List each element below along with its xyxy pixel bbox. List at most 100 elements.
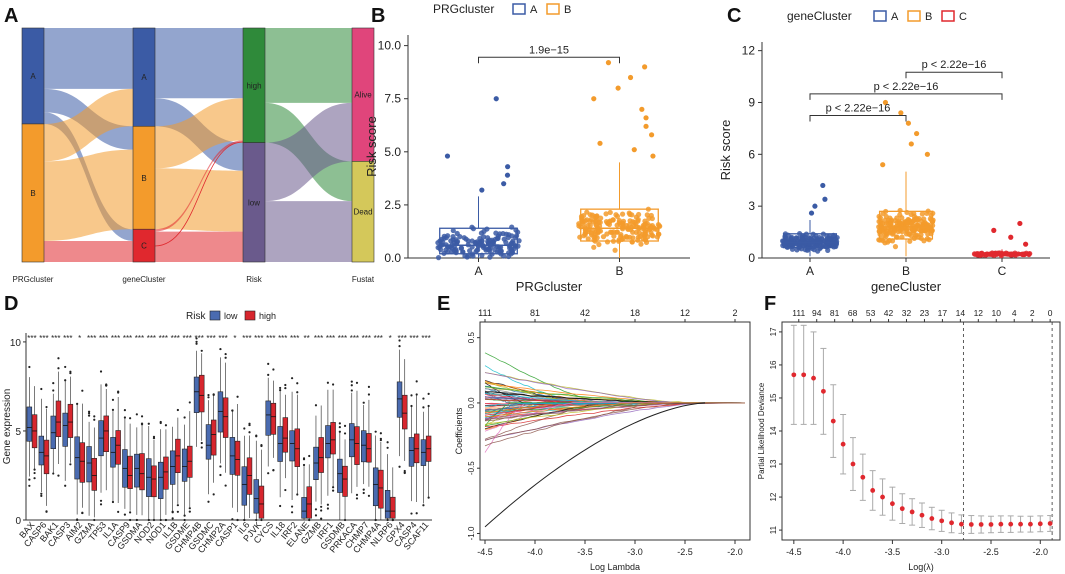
outlier-point [224, 352, 227, 356]
outlier-point [350, 389, 353, 392]
x-tick-label: C [998, 264, 1007, 278]
outlier-point [272, 368, 275, 371]
outlier-point [320, 509, 323, 512]
top-tick-label: 2 [1030, 308, 1035, 318]
outlier-point [362, 401, 365, 404]
outlier-point [308, 454, 311, 458]
outlier-point [882, 99, 889, 106]
data-point [882, 240, 888, 246]
deviance-point [880, 494, 885, 500]
outlier-point [314, 514, 318, 517]
coefficient-path [485, 402, 746, 407]
box [115, 430, 121, 465]
outlier-point [52, 389, 55, 392]
significance-mark: *** [159, 334, 168, 343]
data-point [636, 211, 642, 218]
box [246, 457, 253, 495]
outlier-point [267, 472, 270, 475]
outlier-point [200, 349, 203, 352]
data-point [925, 231, 931, 237]
significance-mark: *** [51, 334, 60, 343]
y-tick-label: 10.0 [378, 39, 402, 53]
outlier-point [631, 147, 637, 153]
sankey-node-dead [351, 161, 375, 263]
data-point [604, 231, 610, 237]
outlier-point [147, 422, 150, 425]
outlier-point [231, 409, 234, 412]
outlier-point [260, 443, 263, 447]
outlier-point [296, 382, 299, 385]
box [282, 417, 289, 453]
outlier-point [135, 518, 138, 522]
data-point [467, 248, 473, 254]
y-tick-label: -0.5 [467, 461, 476, 475]
y-tick-label: 17 [769, 327, 778, 336]
box [878, 210, 934, 240]
significance-mark: * [389, 334, 392, 343]
data-point [596, 241, 602, 248]
box [318, 437, 324, 473]
comparison-label: p < 2.22e−16 [874, 81, 939, 93]
data-point [500, 253, 507, 259]
outlier-point [140, 422, 144, 425]
data-point [924, 210, 930, 216]
outlier-point [200, 441, 203, 445]
significance-mark: *** [147, 334, 156, 343]
outlier-point [332, 383, 335, 386]
box [361, 430, 367, 463]
outlier-point [427, 404, 430, 408]
deviance-point [909, 509, 915, 515]
outlier-point [45, 510, 48, 513]
outlier-point [422, 406, 425, 409]
data-point [588, 232, 595, 238]
sankey-node-label: Alive [354, 91, 372, 100]
x-tick-label: -3.5 [577, 547, 593, 557]
data-point [904, 220, 910, 226]
panel-label-d: D [4, 293, 18, 315]
significance-mark: *** [290, 334, 299, 343]
outlier-point [195, 342, 198, 345]
outlier-point [40, 494, 43, 497]
deviance-point [1008, 521, 1014, 527]
outlier-point [1023, 241, 1029, 247]
lasso-coefficient-panel: -4.5 -4.0 -3.5 -3.0 -2.5 -2.0 -1.0 -0.5 0.0 0.5 11… [454, 308, 751, 572]
sankey-flow [44, 88, 133, 162]
data-point [619, 211, 626, 217]
x-tick-label: -4.5 [477, 547, 493, 557]
outlier-point [643, 115, 649, 121]
box [55, 400, 62, 437]
outlier-point [64, 379, 67, 382]
outlier-point [28, 478, 31, 481]
deviance-point [860, 474, 866, 480]
sankey-axis-label: Risk [246, 275, 263, 284]
coefficient-path [484, 402, 706, 528]
significance-mark: *** [266, 334, 275, 343]
outlier-point [379, 438, 382, 442]
box [217, 391, 224, 433]
outlier-point [403, 469, 406, 473]
deviance-point [1037, 521, 1043, 527]
significance-mark: *** [254, 334, 263, 343]
significance-mark: * [233, 334, 236, 343]
data-point [505, 253, 512, 260]
significance-mark: *** [87, 334, 96, 343]
box [258, 485, 265, 519]
outlier-point [296, 391, 299, 394]
outlier-point [81, 511, 84, 515]
data-point [919, 211, 925, 217]
box [277, 426, 283, 462]
outlier-point [207, 393, 210, 397]
outlier-point [326, 507, 329, 510]
outlier-point [308, 518, 311, 522]
significance-mark: *** [421, 334, 430, 343]
legend-title: PRGcluster [433, 2, 494, 16]
sankey-node-label: B [30, 189, 35, 198]
data-point [883, 221, 889, 227]
outlier-point [1008, 234, 1014, 240]
outlier-point [183, 518, 186, 522]
legend-label: low [224, 311, 238, 321]
outlier-point [28, 484, 31, 487]
data-point [638, 241, 644, 247]
outlier-point [410, 404, 413, 408]
data-point [629, 239, 635, 245]
